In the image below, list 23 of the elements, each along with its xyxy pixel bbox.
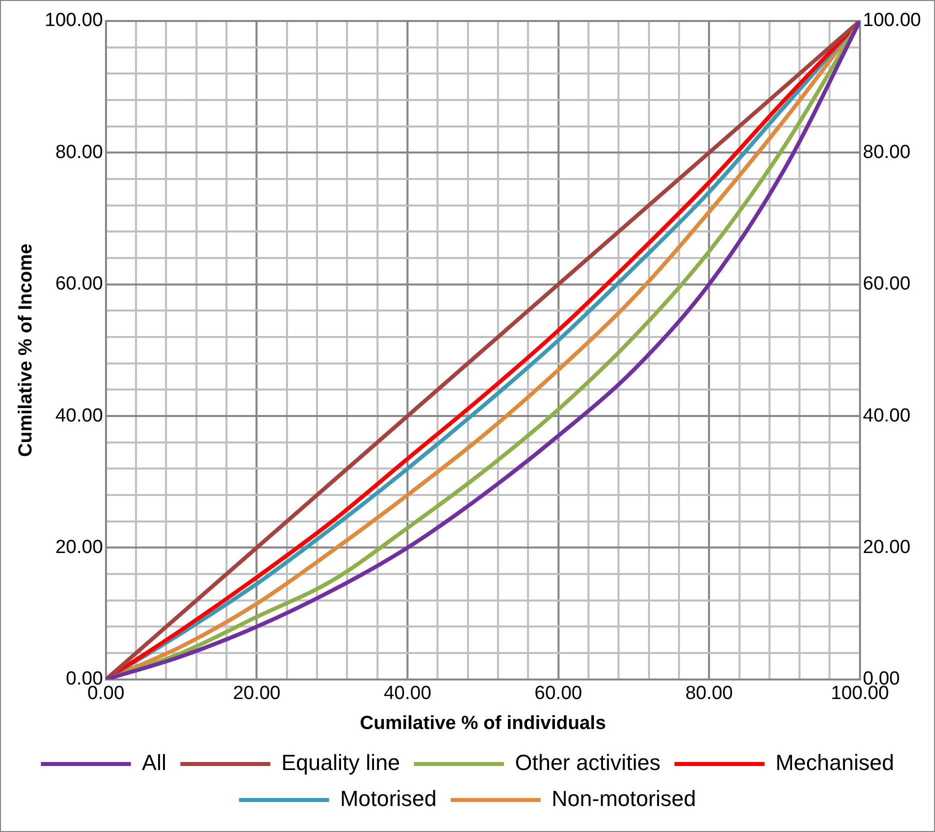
y2-tick-label: 100.00	[862, 10, 922, 32]
y2-tick-label: 20.00	[862, 536, 910, 558]
x-tick-label: 20.00	[232, 683, 280, 704]
y2-tick-label: 80.00	[862, 142, 910, 163]
y-axis-title: Cumilative % of Income	[16, 244, 37, 457]
y2-tick-label: 60.00	[862, 274, 910, 295]
y-tick-label: 40.00	[55, 405, 103, 426]
y2-tick-label: 40.00	[862, 405, 910, 426]
legend-label: Motorised	[340, 786, 437, 812]
legend-label: Non-motorised	[552, 786, 696, 812]
legend-label: Equality line	[281, 750, 400, 776]
x-axis-title: Cumilative % of individuals	[360, 712, 606, 734]
y-tick-label: 60.00	[55, 274, 103, 295]
x-tick-label: 60.00	[534, 683, 582, 704]
x-tick-label: 40.00	[384, 683, 432, 704]
legend-label: All	[142, 750, 166, 776]
y-tick-label: 100.00	[44, 10, 103, 32]
y-tick-label: 80.00	[55, 142, 103, 163]
legend-label: Mechanised	[775, 750, 894, 776]
x-tick-label: 80.00	[685, 683, 733, 704]
y-tick-label: 20.00	[55, 536, 103, 558]
legend-label: Other activities	[514, 750, 660, 776]
line-series	[106, 21, 860, 680]
